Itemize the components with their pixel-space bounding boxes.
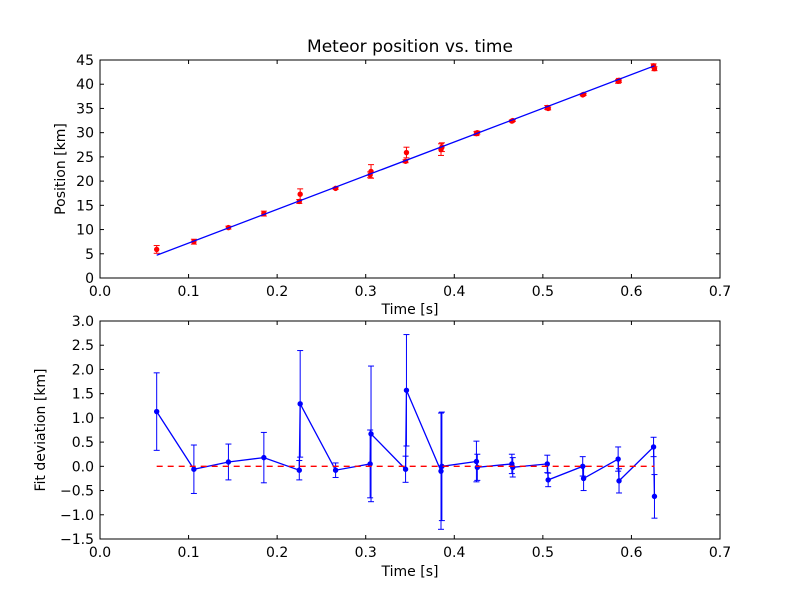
y-tick-label: −0.5: [60, 484, 94, 500]
x-tick-label: 0.3: [355, 545, 377, 561]
data-point: [191, 466, 197, 472]
fit-deviation-plot-ticks: 0.0 0.1 0.2 0.3 0.4 0.5 0.6 0.7 −1.5 −1.0 −0.5 0.0 0…: [60, 314, 731, 561]
x-tick-label: 0.3: [355, 284, 377, 300]
data-point: [367, 461, 373, 467]
position-plot-y-axis-label: Position [km]: [53, 123, 69, 215]
data-point: [651, 493, 658, 500]
x-tick-label: 0.7: [709, 545, 731, 561]
x-tick-label: 0.7: [709, 284, 731, 300]
x-tick-label: 0.2: [266, 545, 288, 561]
data-point: [368, 431, 374, 437]
y-tick-label: 0: [85, 271, 94, 287]
x-tick-label: 0.5: [532, 284, 554, 300]
data-point: [153, 408, 160, 415]
y-tick-label: 2.5: [72, 338, 94, 354]
x-tick-label: 0.5: [532, 545, 554, 561]
data-point: [473, 458, 480, 465]
y-tick-label: 35: [76, 101, 94, 117]
data-point: [261, 454, 267, 461]
y-tick-label: 40: [76, 77, 94, 93]
fit-line: [156, 65, 655, 256]
x-tick-label: 0.1: [177, 284, 199, 300]
fit-deviation-plot-frame: [99, 320, 721, 540]
position-plot-marks: [153, 63, 658, 256]
data-point: [545, 477, 551, 483]
data-point: [403, 387, 410, 393]
data-point: [616, 478, 622, 484]
y-tick-label: 2.0: [72, 362, 94, 378]
data-point: [297, 191, 303, 197]
x-tick-label: 0.6: [620, 545, 642, 561]
x-tick-label: 0.0: [89, 284, 111, 300]
data-point: [580, 475, 587, 482]
y-tick-label: −1.5: [60, 532, 94, 548]
y-tick-label: 1.5: [72, 387, 94, 403]
y-tick-label: 45: [76, 53, 94, 69]
position-plot-x-axis-label: Time [s]: [381, 302, 439, 318]
fit-deviation-plot: 0.0 0.1 0.2 0.3 0.4 0.5 0.6 0.7 −1.5 −1.0 −0.5 0.0 0…: [33, 314, 731, 580]
fit-deviation-plot-y-axis-label: Fit deviation [km]: [33, 368, 49, 491]
data-point: [615, 456, 621, 462]
data-point: [402, 466, 409, 472]
data-point: [332, 467, 339, 473]
y-tick-label: 30: [76, 126, 94, 142]
position-plot-title: Meteor position vs. time: [307, 37, 513, 57]
x-tick-label: 0.1: [177, 545, 199, 561]
data-point: [651, 66, 658, 72]
data-point: [438, 468, 444, 474]
x-tick-label: 0.4: [443, 545, 465, 561]
y-tick-label: 15: [76, 198, 94, 214]
y-tick-label: 0.5: [72, 435, 94, 451]
y-tick-label: 20: [76, 174, 94, 190]
x-tick-label: 0.4: [443, 284, 465, 300]
y-tick-label: 5: [85, 247, 94, 263]
y-tick-label: 0.0: [72, 459, 94, 475]
position-plot: 0.0 0.1 0.2 0.3 0.4 0.5 0.6 0.7 0 5 10 15 20 25 30 35 40…: [53, 37, 731, 318]
data-point: [296, 467, 302, 473]
y-tick-label: 3.0: [72, 314, 94, 330]
y-tick-label: −1.0: [60, 508, 94, 524]
x-tick-label: 0.0: [89, 545, 111, 561]
fit-deviation-plot-x-axis-label: Time [s]: [381, 564, 439, 580]
y-tick-label: 10: [76, 223, 94, 239]
fit-deviation-plot-marks: [153, 334, 658, 530]
x-tick-label: 0.2: [266, 284, 288, 300]
y-tick-label: 1.0: [72, 411, 94, 427]
data-point: [544, 461, 550, 467]
data-point: [297, 401, 303, 407]
data-point: [650, 444, 657, 450]
data-point: [153, 246, 160, 253]
data-point: [225, 459, 232, 465]
y-tick-label: 25: [76, 150, 94, 166]
data-point: [403, 149, 410, 156]
x-tick-label: 0.6: [620, 284, 642, 300]
position-plot-frame: [99, 59, 721, 279]
